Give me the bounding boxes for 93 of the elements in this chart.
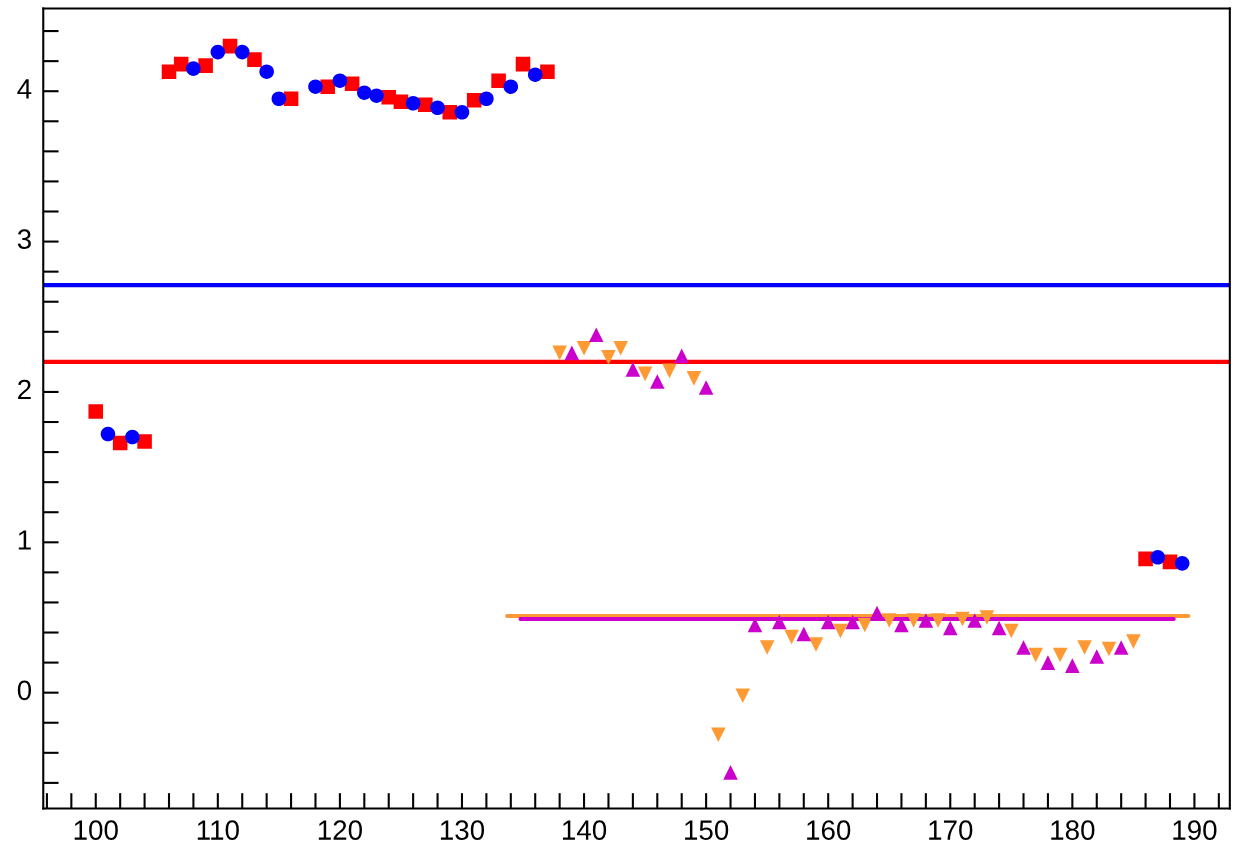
point xyxy=(918,613,934,628)
point xyxy=(650,374,665,389)
point xyxy=(1040,655,1056,670)
point xyxy=(552,345,567,361)
point xyxy=(479,91,494,107)
point xyxy=(991,620,1007,636)
point xyxy=(686,371,702,386)
point xyxy=(491,73,506,88)
x-tick-label: 130 xyxy=(440,820,485,840)
point xyxy=(259,64,274,79)
point xyxy=(1089,649,1105,664)
y-tick-label: 3 xyxy=(17,229,31,250)
x-tick-label: 120 xyxy=(318,820,362,840)
point xyxy=(637,366,653,382)
point xyxy=(1028,647,1044,663)
point xyxy=(1101,641,1117,657)
point xyxy=(662,363,677,379)
point xyxy=(1052,647,1068,663)
x-tick-label: 170 xyxy=(929,820,973,840)
point xyxy=(857,617,873,633)
point xyxy=(234,44,250,60)
point xyxy=(881,613,897,628)
x-tick-label: 100 xyxy=(74,820,118,840)
point xyxy=(88,404,104,419)
point xyxy=(198,58,213,73)
point xyxy=(210,44,226,60)
point xyxy=(405,95,421,111)
point xyxy=(979,610,995,625)
point xyxy=(772,614,787,630)
x-tick-label: 110 xyxy=(197,820,239,840)
x-tick-label: 180 xyxy=(1051,820,1095,840)
point xyxy=(1138,551,1153,567)
point xyxy=(723,765,738,780)
x-tick-label: 160 xyxy=(807,820,851,840)
point xyxy=(930,613,946,628)
point xyxy=(820,614,836,630)
point xyxy=(613,341,628,356)
point xyxy=(576,341,592,356)
y-tick-label: 1 xyxy=(18,530,31,550)
point xyxy=(796,626,812,642)
point xyxy=(515,56,531,72)
point xyxy=(711,727,726,743)
point xyxy=(759,640,775,655)
point xyxy=(784,629,799,645)
point xyxy=(588,327,604,343)
point xyxy=(735,688,751,703)
point xyxy=(674,348,689,364)
point xyxy=(247,52,262,67)
point xyxy=(100,426,116,442)
point xyxy=(601,350,616,365)
point xyxy=(454,104,470,120)
point xyxy=(955,611,970,627)
point xyxy=(137,434,152,449)
point xyxy=(869,605,885,621)
y-tick-label: 2 xyxy=(18,379,31,400)
point xyxy=(503,79,519,94)
point xyxy=(906,613,921,628)
point xyxy=(1174,556,1190,571)
y-tick-label: 4 xyxy=(17,79,32,99)
point xyxy=(808,637,824,652)
x-tick-label: 190 xyxy=(1173,820,1217,840)
point xyxy=(357,85,372,100)
point xyxy=(466,92,482,108)
point xyxy=(1150,550,1166,565)
point xyxy=(344,76,360,91)
x-tick-label: 140 xyxy=(563,820,607,840)
point xyxy=(271,91,287,107)
point xyxy=(698,380,714,395)
point xyxy=(308,79,323,94)
point xyxy=(845,614,860,630)
point xyxy=(393,94,409,110)
point xyxy=(430,100,445,116)
point xyxy=(332,73,348,88)
point xyxy=(1113,640,1129,655)
point xyxy=(967,613,982,628)
point xyxy=(625,362,641,377)
point xyxy=(1004,623,1019,639)
x-tick-label: 150 xyxy=(685,820,729,840)
point xyxy=(1016,640,1031,655)
point xyxy=(1126,634,1141,649)
point xyxy=(1077,640,1092,655)
point xyxy=(125,429,140,445)
y-tick-label: 0 xyxy=(17,680,32,701)
point xyxy=(540,64,555,79)
point xyxy=(369,88,384,103)
point xyxy=(283,91,299,107)
point xyxy=(564,345,580,361)
point xyxy=(1065,658,1080,673)
point xyxy=(833,623,848,639)
point xyxy=(942,620,958,636)
point xyxy=(527,67,543,82)
point xyxy=(161,64,177,79)
point xyxy=(186,61,201,76)
